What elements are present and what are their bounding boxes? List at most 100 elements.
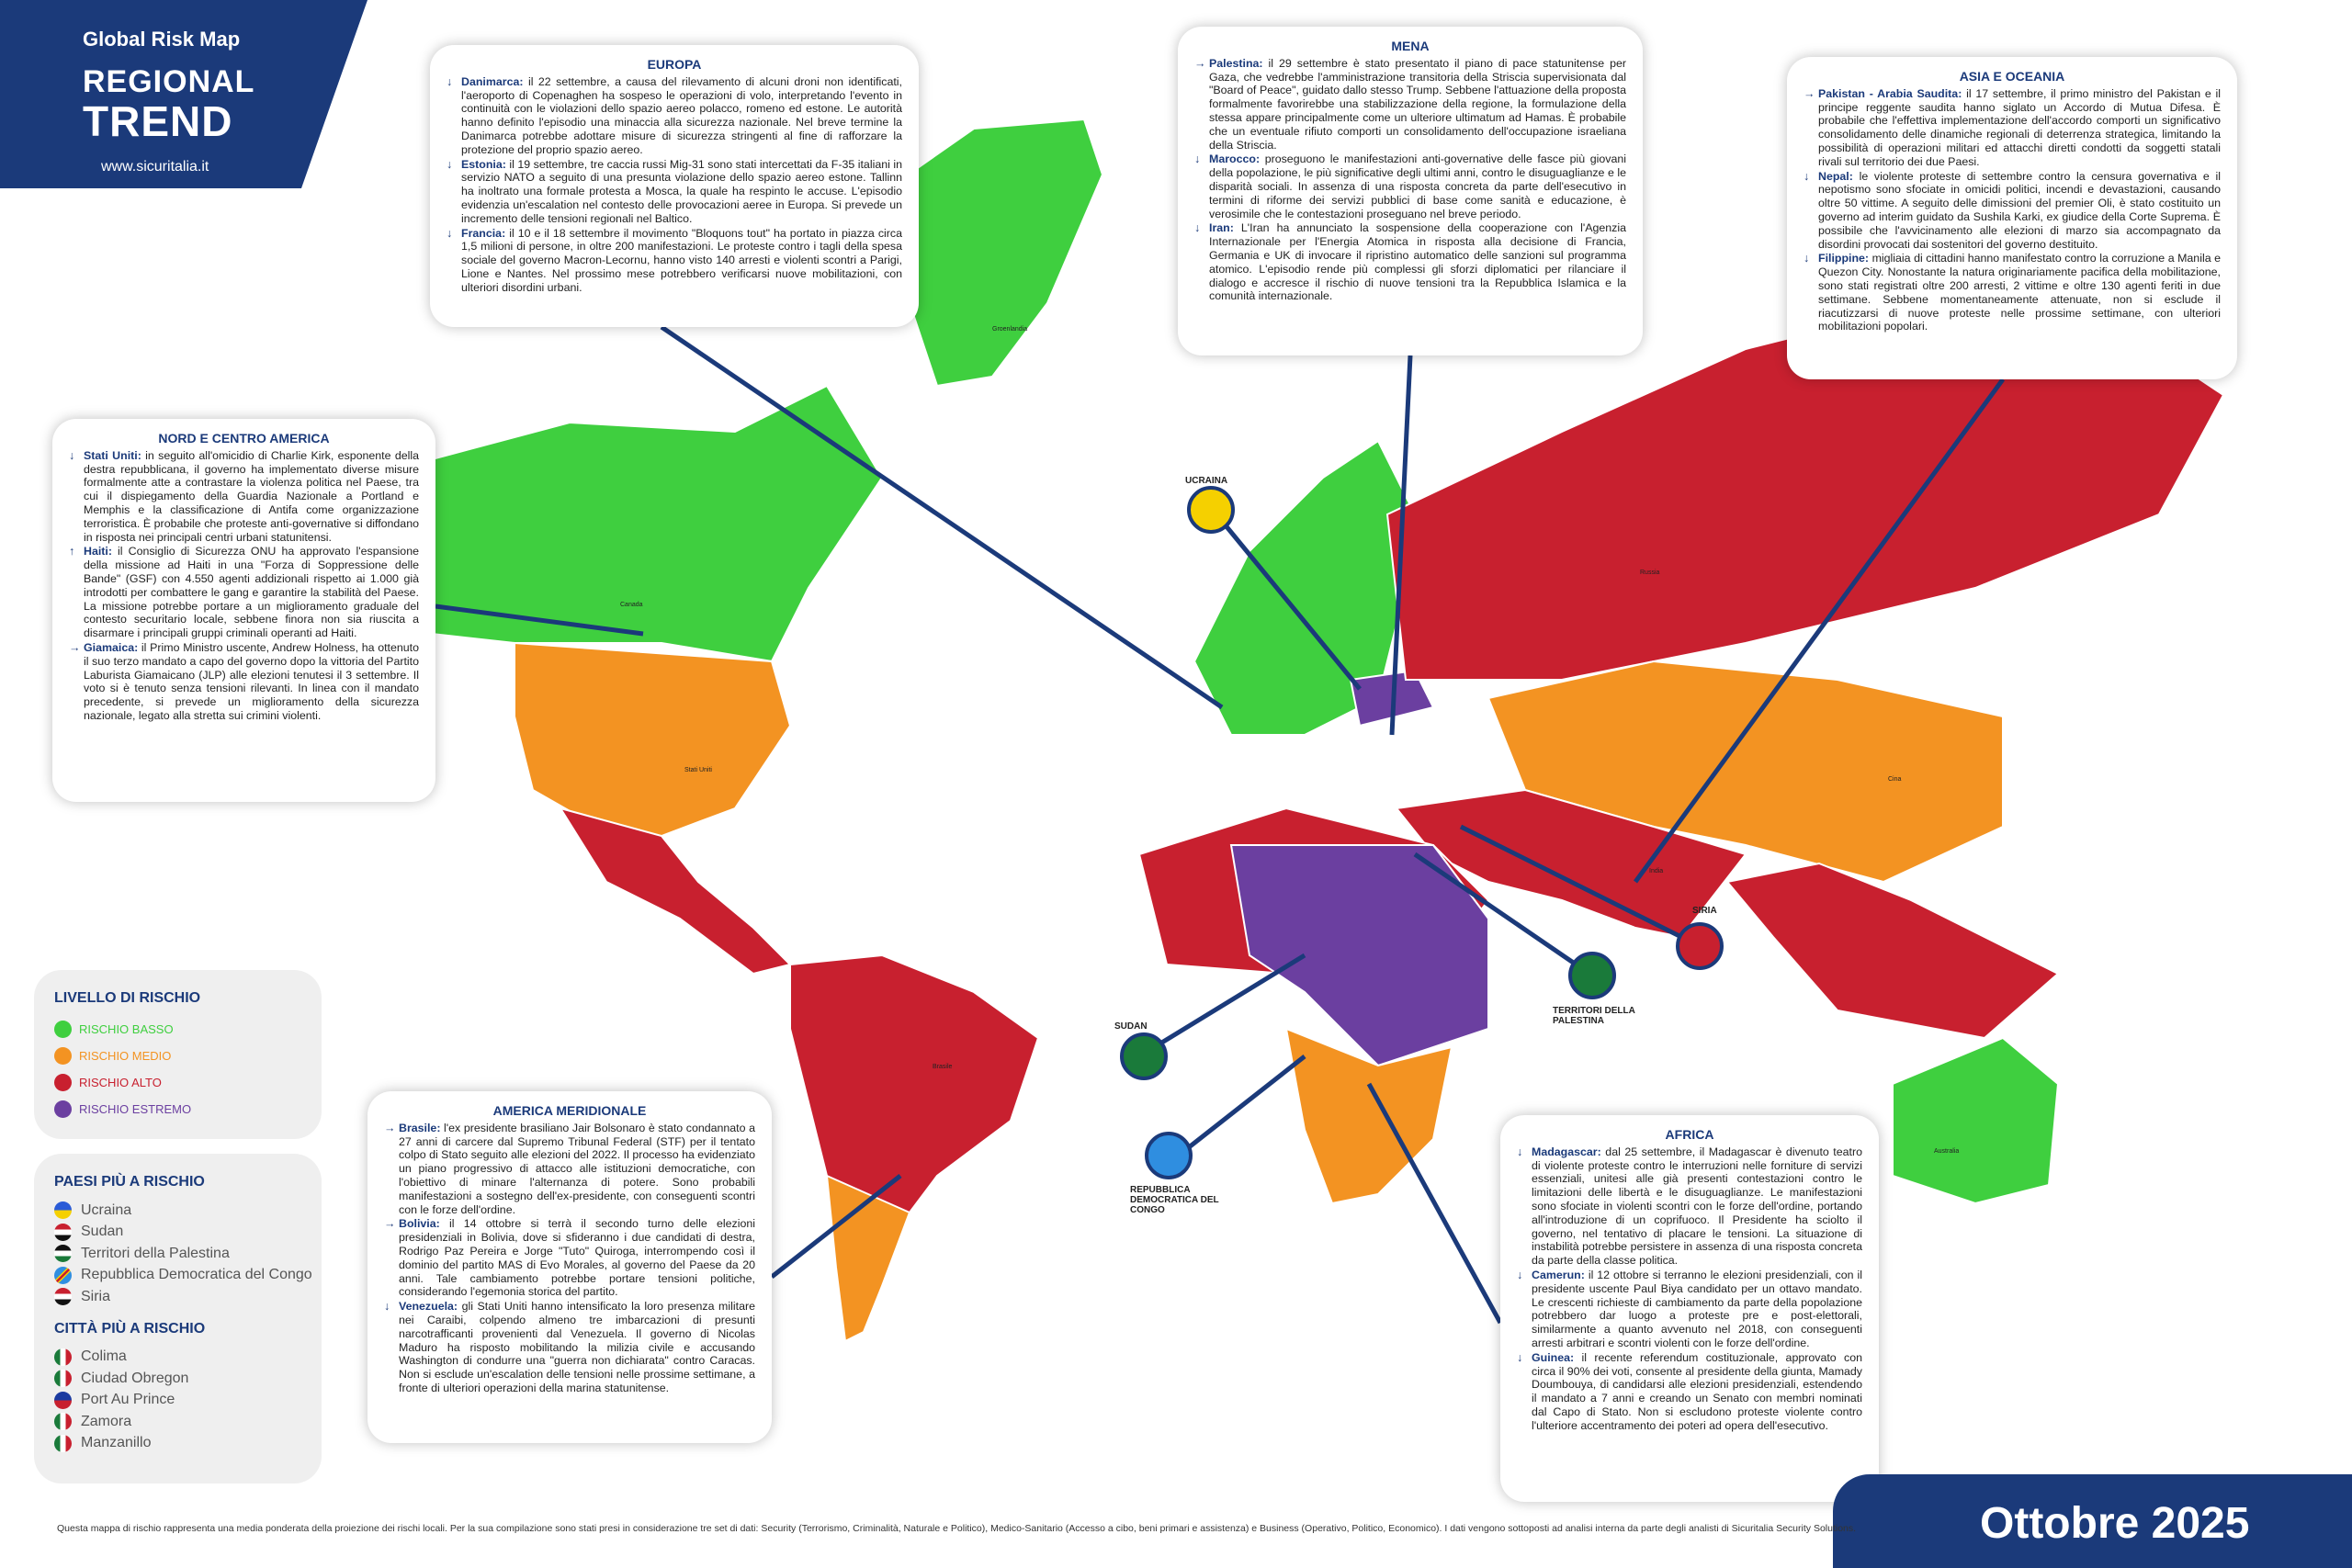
news-text: il Consiglio di Sicurezza ONU ha approva… xyxy=(84,545,419,640)
trend-up-arrow-icon: ↑ xyxy=(69,545,75,558)
footer-note: Questa mappa di rischio rappresenta una … xyxy=(57,1523,1857,1534)
risk-place-item: Sudan xyxy=(54,1222,322,1244)
southeast-asia xyxy=(1725,862,2060,1040)
news-text: il 10 e il 18 settembre il movimento "Bl… xyxy=(461,226,902,294)
news-text: gli Stati Uniti hanno intensificato la l… xyxy=(399,1300,755,1394)
box-title: NORD E CENTRO AMERICA xyxy=(158,431,330,446)
groenlandia-label: Groenlandia xyxy=(992,326,1028,333)
news-item: ↓ Nepal: le violente proteste di settembr… xyxy=(1804,170,2221,252)
news-country: Marocco: xyxy=(1209,152,1261,166)
news-text: il recente referendum costituzionale, ap… xyxy=(1532,1350,1862,1432)
box-title: MENA xyxy=(1391,39,1430,53)
russia xyxy=(1385,301,2225,681)
news-item: ↓ Guinea: il recente referendum costituzi… xyxy=(1517,1351,1862,1433)
south-america xyxy=(789,953,1040,1224)
trend-down-arrow-icon: ↓ xyxy=(1517,1350,1523,1364)
flag-icon xyxy=(54,1413,72,1431)
australia-label: Australia xyxy=(1934,1148,1960,1155)
africa-sahel xyxy=(1229,844,1489,1067)
header-url[interactable]: www.sicuritalia.it xyxy=(101,159,209,175)
congo-flag-marker xyxy=(1145,1132,1193,1179)
ukraine-flag-marker xyxy=(1187,486,1235,534)
sudan-label: SUDAN xyxy=(1114,1021,1148,1032)
place-name: Ucraina xyxy=(81,1201,132,1218)
header-title-2: TREND xyxy=(83,97,233,145)
canada-label: Canada xyxy=(620,602,643,608)
palestine-flag-marker xyxy=(1568,952,1616,999)
congo-label: REPUBBLICA DEMOCRATICA DEL CONGO xyxy=(1130,1185,1219,1215)
trend-right-arrow-icon: → xyxy=(384,1217,396,1231)
trend-down-arrow-icon: ↓ xyxy=(1804,252,1810,265)
news-text: il 29 settembre è stato presentato il pi… xyxy=(1209,56,1626,152)
risk-level-legend: LIVELLO DI RISCHIO RISCHIO BASSO RISCHIO … xyxy=(34,970,322,1139)
trend-down-arrow-icon: ↓ xyxy=(1804,169,1810,183)
canada xyxy=(431,384,884,663)
box-africa: AFRICA ↓ Madagascar: dal 25 settembre, il … xyxy=(1500,1115,1879,1502)
legend-label: RISCHIO ESTREMO xyxy=(79,1102,192,1116)
header-title-1: REGIONAL xyxy=(83,64,255,99)
news-text: l'ex presidente brasiliano Jair Bolsonar… xyxy=(399,1121,755,1216)
box-title: AMERICA MERIDIONALE xyxy=(492,1103,647,1118)
news-country: Venezuela: xyxy=(399,1300,458,1314)
news-text: dal 25 settembre, il Madagascar è divenu… xyxy=(1532,1145,1862,1268)
news-country: Iran: xyxy=(1209,221,1234,235)
stati-uniti-label: Stati Uniti xyxy=(684,767,712,773)
flag-icon xyxy=(54,1266,72,1284)
cities-title: CITTÀ PIÙ A RISCHIO xyxy=(54,1320,206,1337)
countries-title: PAESI PIÙ A RISCHIO xyxy=(54,1174,205,1190)
box-asia: ASIA E OCEANIA → Pakistan - Arabia Saudita… xyxy=(1787,57,2237,379)
trend-right-arrow-icon: → xyxy=(1194,56,1206,70)
risk-place-item: Port Au Prince xyxy=(54,1390,322,1412)
news-country: Bolivia: xyxy=(399,1217,440,1231)
box-sud-america: AMERICA MERIDIONALE → Brasile: l'ex presid… xyxy=(368,1091,772,1443)
flag-icon xyxy=(54,1201,72,1220)
place-name: Territori della Palestina xyxy=(81,1245,230,1261)
news-country: Estonia: xyxy=(461,157,506,171)
flag-icon xyxy=(54,1434,72,1452)
india-label: India xyxy=(1649,868,1664,874)
news-country: Camerun: xyxy=(1532,1268,1585,1281)
trend-down-arrow-icon: ↓ xyxy=(1194,152,1201,166)
mexico-central xyxy=(558,807,792,976)
sudan-flag-marker xyxy=(1120,1032,1168,1080)
brasile-label: Brasile xyxy=(933,1064,953,1070)
australia xyxy=(1892,1036,2060,1205)
news-item: ↓ Marocco: proseguono le manifestazioni a… xyxy=(1194,152,1626,220)
risk-place-item: Repubblica Democratica del Congo xyxy=(54,1265,322,1287)
trend-right-arrow-icon: → xyxy=(384,1121,396,1134)
box-title: ASIA E OCEANIA xyxy=(1959,69,2065,84)
date-banner: Ottobre 2025 xyxy=(1833,1474,2352,1568)
place-name: Ciudad Obregon xyxy=(81,1370,189,1386)
cina-label: Cina xyxy=(1888,776,1902,783)
news-item: ↓ Iran: L'Iran ha annunciato la sospensio… xyxy=(1194,221,1626,303)
flag-icon xyxy=(54,1391,72,1409)
news-item: ↓ Venezuela: gli Stati Uniti hanno intens… xyxy=(384,1300,755,1395)
news-country: Haiti: xyxy=(84,545,112,558)
risk-place-item: Ciudad Obregon xyxy=(54,1368,322,1390)
news-text: il 19 settembre, tre caccia russi Mig-31… xyxy=(461,157,902,225)
trend-down-arrow-icon: ↓ xyxy=(447,226,453,240)
trend-down-arrow-icon: ↓ xyxy=(1517,1145,1523,1158)
place-name: Siria xyxy=(81,1288,111,1304)
news-item: ↑ Haiti: il Consiglio di Sicurezza ONU ha… xyxy=(69,545,419,640)
news-text: il 22 settembre, a causa del rilevamento… xyxy=(461,74,902,156)
palestina-label: TERRITORI DELLA PALESTINA xyxy=(1553,1006,1635,1026)
news-country: Stati Uniti: xyxy=(84,448,141,462)
news-item: → Brasile: l'ex presidente brasiliano Jai… xyxy=(384,1122,755,1217)
news-text: il 14 ottobre si terrà il secondo turno … xyxy=(399,1217,755,1299)
legend-label: RISCHIO ALTO xyxy=(79,1076,162,1089)
place-name: Sudan xyxy=(81,1224,124,1240)
news-text: proseguono le manifestazioni anti-govern… xyxy=(1209,152,1626,220)
box-europa: EUROPA ↓ Danimarca: il 22 settembre, a cau… xyxy=(430,45,919,327)
risk-place-item: Zamora xyxy=(54,1411,322,1433)
flag-icon xyxy=(54,1288,72,1306)
news-item: → Giamaica: il Primo Ministro uscente, An… xyxy=(69,641,419,723)
news-item: → Bolivia: il 14 ottobre si terrà il seco… xyxy=(384,1217,755,1299)
news-item: ↓ Estonia: il 19 settembre, tre caccia ru… xyxy=(447,158,902,226)
place-name: Repubblica Democratica del Congo xyxy=(81,1267,312,1283)
news-text: il 12 ottobre si terranno le elezioni pr… xyxy=(1532,1268,1862,1349)
risk-place-item: Siria xyxy=(54,1286,322,1308)
risk-place-item: Colima xyxy=(54,1347,322,1369)
trend-right-arrow-icon: → xyxy=(1804,86,1815,100)
